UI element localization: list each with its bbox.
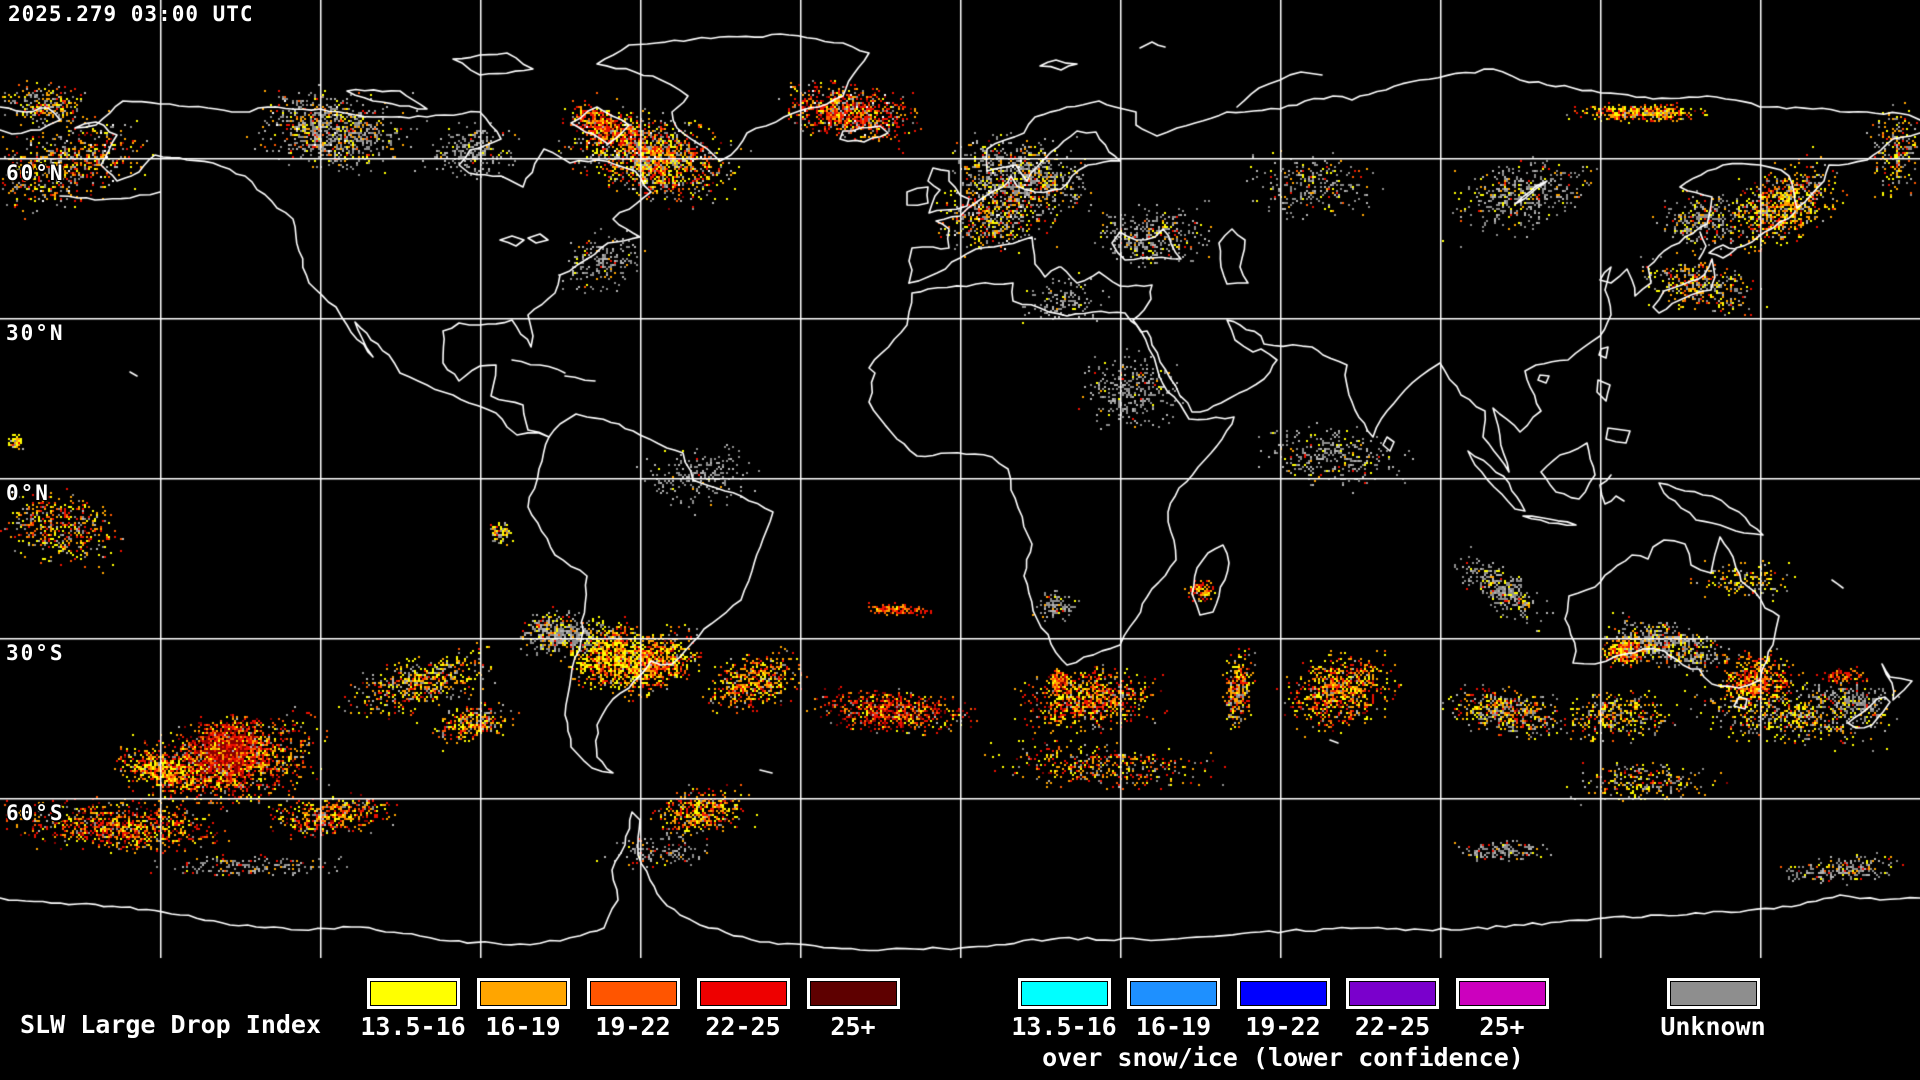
legend-swatch [1455, 978, 1549, 1009]
legend-title: SLW Large Drop Index [20, 1010, 322, 1039]
legend-label: 16-19 [485, 1012, 561, 1041]
latitude-label: 30°S [6, 641, 65, 665]
legend-label: 16-19 [1135, 1012, 1212, 1041]
legend-item: 13.5-16 [1009, 978, 1119, 1041]
legend-swatch-unknown [1666, 978, 1760, 1009]
legend-swatch [476, 978, 570, 1009]
legend-swatch [806, 978, 900, 1009]
legend-label: 22-25 [705, 1012, 781, 1041]
latitude-label: 0°N [6, 481, 50, 505]
legend-swatch [1236, 978, 1330, 1009]
latitude-label: 60°S [6, 801, 65, 825]
legend-label: 13.5-16 [1011, 1012, 1117, 1041]
latitude-label: 30°N [6, 321, 65, 345]
legend-label: 19-22 [1245, 1012, 1321, 1041]
legend-label-unknown: Unknown [1660, 1012, 1766, 1041]
legend-item: 25+ [798, 978, 908, 1041]
timestamp-label: 2025.279 03:00 UTC [8, 2, 254, 26]
latitude-label: 60°N [6, 161, 65, 185]
legend-label: 22-25 [1354, 1012, 1431, 1041]
legend-swatch [1127, 978, 1220, 1009]
legend-item: 19-22 [1228, 978, 1338, 1041]
legend-item: 13.5-16 [358, 978, 468, 1041]
legend-swatch [586, 978, 680, 1009]
legend-subtitle: over snow/ice (lower confidence) [1042, 1043, 1524, 1072]
legend-item: 25+ [1447, 978, 1557, 1041]
legend-item: 16-19 [468, 978, 578, 1041]
legend-swatch [1017, 978, 1111, 1009]
legend-item: 22-25 [688, 978, 798, 1041]
legend-unknown-item: Unknown [1658, 978, 1768, 1041]
legend-item: 19-22 [578, 978, 688, 1041]
legend-label: 25+ [830, 1012, 876, 1041]
legend-swatch [366, 978, 460, 1009]
legend-label: 19-22 [595, 1012, 671, 1041]
legend-label: 13.5-16 [360, 1012, 466, 1041]
legend-swatch [1346, 978, 1439, 1009]
legend-item: 16-19 [1119, 978, 1229, 1041]
legend-label: 25+ [1479, 1012, 1525, 1041]
legend-swatch [696, 978, 790, 1009]
legend-item: 22-25 [1338, 978, 1448, 1041]
